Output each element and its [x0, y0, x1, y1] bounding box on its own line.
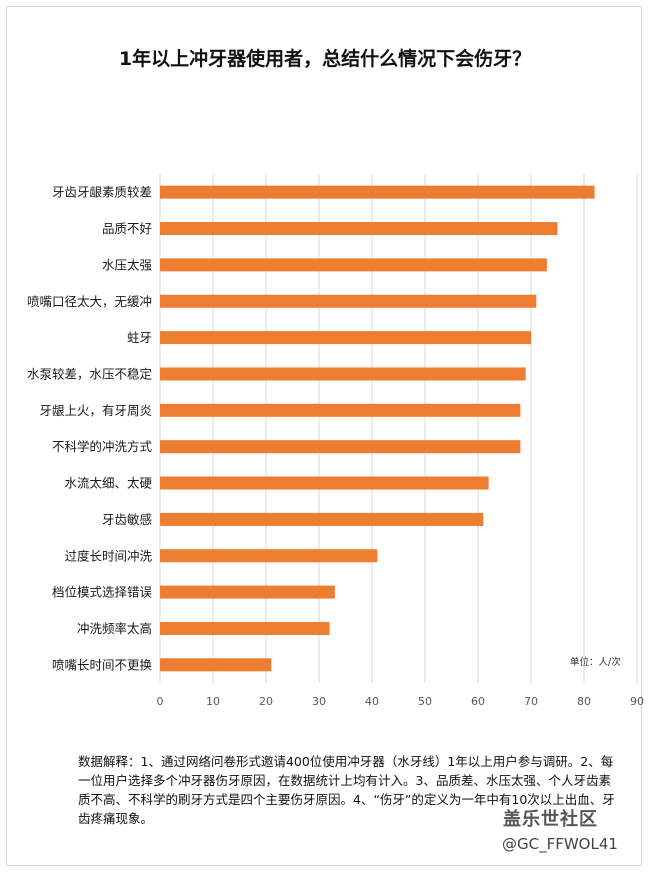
x-tick-label: 80	[577, 695, 591, 708]
bar	[160, 476, 489, 490]
x-tick-label: 20	[259, 695, 273, 708]
x-tick-label: 50	[418, 695, 432, 708]
bar	[160, 621, 330, 635]
x-tick-label: 90	[630, 695, 644, 708]
category-label: 不科学的冲洗方式	[52, 439, 153, 454]
bar	[160, 294, 537, 308]
chart-title: 1年以上冲牙器使用者，总结什么情况下会伤牙？	[118, 48, 532, 70]
category-label: 水压太强	[102, 257, 153, 272]
unit-label: 单位：人/次	[570, 657, 621, 668]
category-label: 喷嘴长时间不更换	[52, 657, 153, 672]
data-note: 数据解释：1、通过网络问卷形式邀请400位使用冲牙器（水牙线）1年以上用户参与调…	[78, 754, 615, 826]
watermark-handle: @GC_FFWOL41	[502, 835, 618, 853]
bar	[160, 440, 521, 454]
chart-frame	[6, 6, 642, 866]
category-label: 牙龈上火，有牙周炎	[39, 403, 152, 418]
x-tick-label: 10	[206, 695, 220, 708]
x-tick-label: 70	[524, 695, 538, 708]
bar	[160, 222, 558, 236]
category-label: 牙齿牙龈素质较差	[52, 185, 152, 200]
x-tick-label: 0	[157, 695, 164, 708]
category-label: 过度长时间冲洗	[64, 548, 152, 563]
x-tick-label: 40	[365, 695, 379, 708]
bar	[160, 258, 547, 272]
watermark-logo-text: 盖乐世社区	[503, 809, 598, 830]
x-tick-label: 60	[471, 695, 485, 708]
category-label: 牙齿敏感	[102, 512, 152, 527]
category-label: 档位模式选择错误	[52, 585, 153, 600]
bar	[160, 331, 531, 345]
category-label: 水泵较差，水压不稳定	[27, 366, 152, 381]
bar	[160, 185, 595, 199]
bar	[160, 549, 378, 563]
category-label: 水流太细、太硬	[64, 476, 152, 491]
category-label: 喷嘴口径太大，无缓冲	[27, 294, 152, 309]
bar	[160, 403, 521, 417]
category-label: 品质不好	[102, 221, 152, 236]
bar	[160, 585, 335, 599]
bar	[160, 367, 526, 381]
bar	[160, 658, 272, 672]
bar	[160, 512, 484, 526]
category-label: 蛀牙	[127, 330, 152, 345]
x-tick-label: 30	[312, 695, 326, 708]
category-label: 冲洗频率太高	[77, 621, 152, 636]
